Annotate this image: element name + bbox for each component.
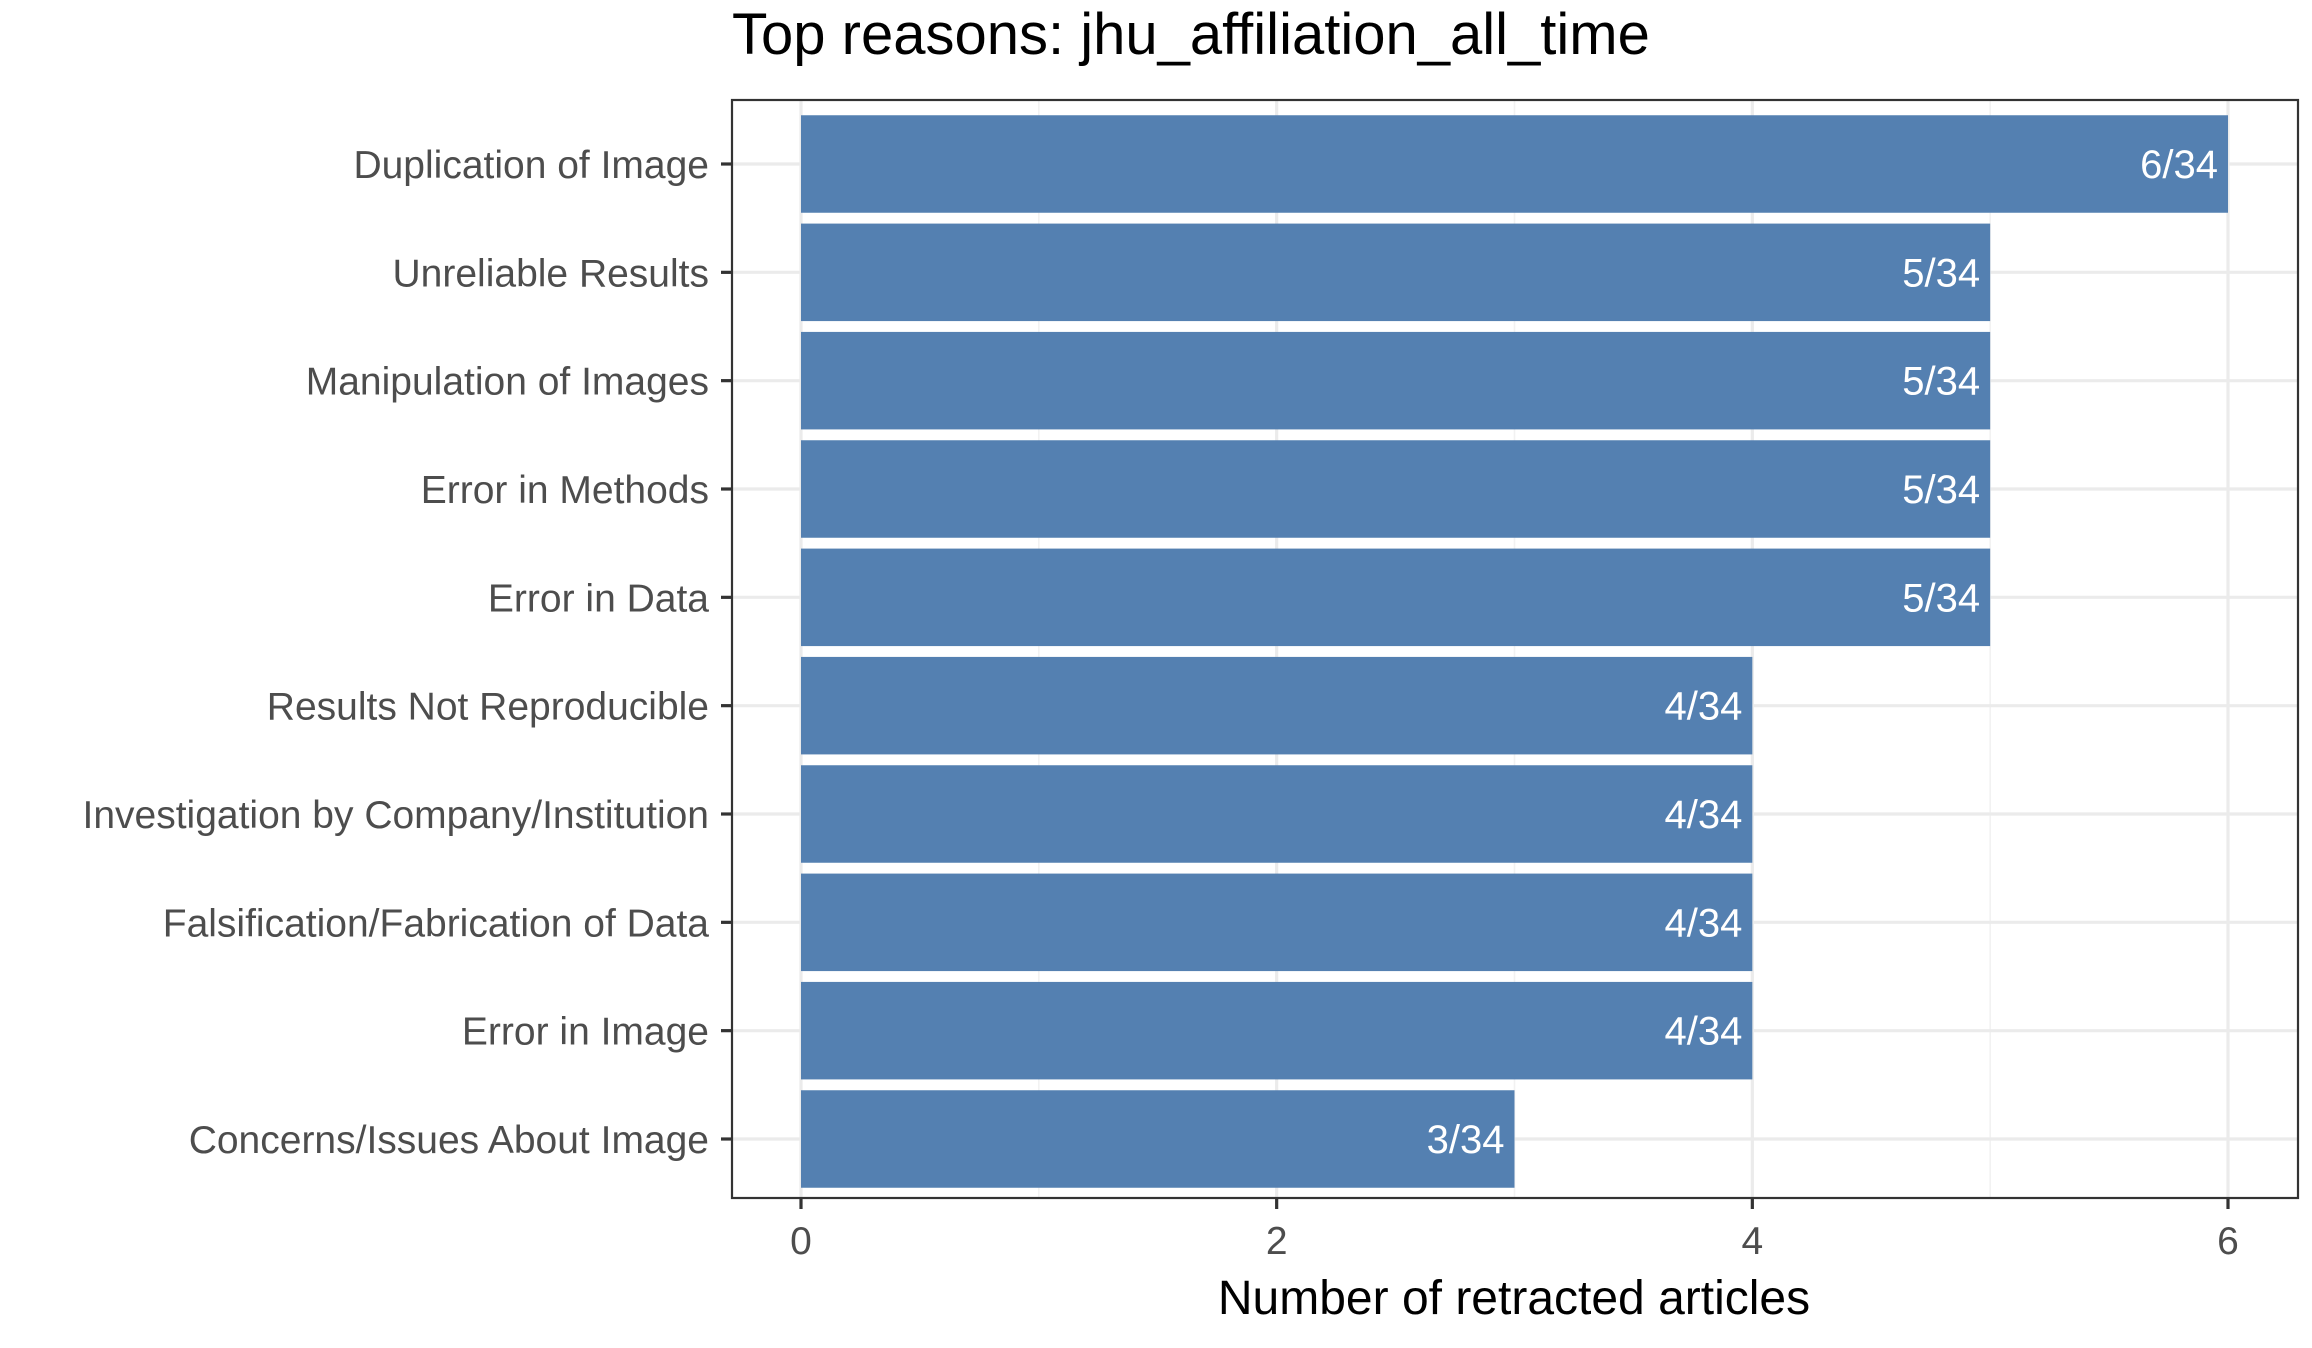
bar-value-label: 3/34 xyxy=(1427,1118,1505,1162)
x-axis: 0 2 4 6 xyxy=(790,1198,2239,1263)
x-tick-label: 0 xyxy=(790,1220,812,1263)
bar-value-label: 4/34 xyxy=(1664,901,1742,945)
bar-value-labels: 6/34 5/34 5/34 5/34 5/34 4/34 4/34 4/34 4/34 3/34 xyxy=(1427,143,2218,1162)
x-tick-label: 2 xyxy=(1266,1220,1288,1263)
y-tick-label: Unreliable Results xyxy=(393,252,709,295)
y-tick-label: Manipulation of Images xyxy=(306,361,709,404)
bar xyxy=(801,548,1991,647)
y-axis: Duplication of Image Unreliable Results Ma… xyxy=(82,144,732,1162)
bar xyxy=(801,765,1753,863)
y-tick-label: Error in Methods xyxy=(421,469,709,512)
bar-value-label: 5/34 xyxy=(1902,360,1980,404)
bar xyxy=(801,656,1753,755)
y-tick-label: Investigation by Company/Institution xyxy=(82,794,709,837)
bar xyxy=(801,1090,1515,1188)
bars xyxy=(801,115,2228,1188)
bar xyxy=(801,223,1991,322)
bar xyxy=(801,981,1753,1080)
y-tick-label: Duplication of Image xyxy=(353,144,709,187)
x-tick-label: 6 xyxy=(2217,1220,2239,1263)
bar xyxy=(801,331,1991,430)
y-tick-label: Falsification/Fabrication of Data xyxy=(163,902,710,945)
y-tick-label: Error in Image xyxy=(462,1011,709,1054)
bar-value-label: 4/34 xyxy=(1664,1010,1742,1054)
x-tick-label: 4 xyxy=(1741,1220,1763,1263)
bar-value-label: 6/34 xyxy=(2140,143,2218,187)
bar xyxy=(801,440,1991,538)
x-axis-title: Number of retracted articles xyxy=(1218,1272,1810,1325)
y-tick-label: Results Not Reproducible xyxy=(267,686,709,729)
y-tick-label: Concerns/Issues About Image xyxy=(189,1119,709,1162)
y-tick-label: Error in Data xyxy=(488,577,709,620)
bar xyxy=(801,115,2228,213)
bar-value-label: 5/34 xyxy=(1902,251,1980,295)
bar xyxy=(801,873,1753,972)
bar-value-label: 5/34 xyxy=(1902,576,1980,620)
bar-value-label: 5/34 xyxy=(1902,468,1980,512)
chart-title: Top reasons: jhu_affiliation_all_time xyxy=(732,2,1650,67)
bar-value-label: 4/34 xyxy=(1664,685,1742,729)
bar-value-label: 4/34 xyxy=(1664,793,1742,837)
plot-panel-border xyxy=(730,98,2300,1200)
